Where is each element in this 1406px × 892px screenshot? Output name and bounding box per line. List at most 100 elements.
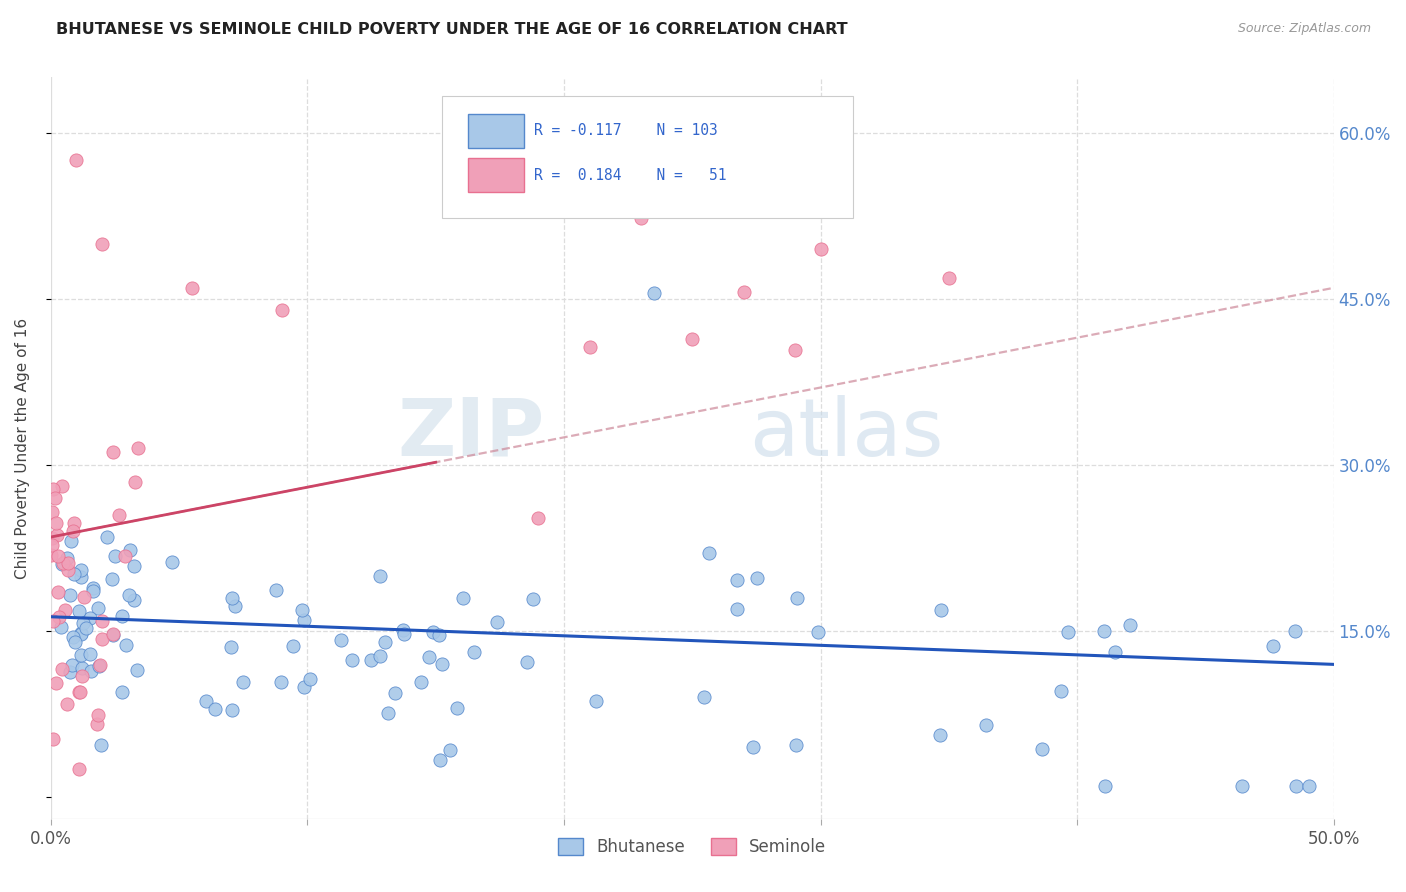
Point	[115, 639, 138, 653]
Point	[75, 621, 97, 635]
Point	[90, 738, 112, 752]
Point	[96, 531, 118, 545]
Point	[427, 628, 450, 642]
Point	[938, 271, 960, 285]
Point	[697, 546, 720, 560]
Point	[430, 657, 453, 672]
Point	[67, 762, 90, 776]
Point	[1284, 624, 1306, 638]
Point	[292, 613, 315, 627]
Point	[384, 686, 406, 700]
Point	[120, 543, 142, 558]
Point	[693, 690, 716, 704]
Point	[72, 616, 94, 631]
Point	[783, 343, 806, 357]
Point	[70, 648, 93, 662]
Point	[1285, 779, 1308, 793]
Point	[194, 694, 217, 708]
Point	[786, 591, 808, 605]
Point	[281, 640, 304, 654]
Point	[429, 753, 451, 767]
Point	[578, 340, 600, 354]
Point	[63, 516, 86, 530]
Text: R = -0.117    N = 103: R = -0.117 N = 103	[534, 123, 718, 138]
Point	[630, 211, 652, 226]
Point	[1031, 742, 1053, 756]
Point	[122, 558, 145, 573]
Point	[41, 531, 63, 545]
Point	[368, 649, 391, 664]
Point	[62, 630, 84, 644]
Point	[291, 603, 314, 617]
Point	[104, 549, 127, 563]
Point	[643, 286, 665, 301]
Point	[1057, 624, 1080, 639]
Point	[418, 650, 440, 665]
Point	[59, 534, 82, 549]
Point	[48, 610, 70, 624]
Point	[58, 665, 80, 679]
Point	[1094, 779, 1116, 793]
Point	[41, 537, 63, 551]
Point	[70, 669, 93, 683]
Point	[516, 655, 538, 669]
Point	[70, 626, 93, 640]
Point	[79, 647, 101, 661]
Point	[42, 614, 65, 628]
Point	[72, 660, 94, 674]
Point	[90, 632, 112, 646]
Point	[42, 482, 65, 496]
Point	[73, 590, 96, 604]
Text: atlas: atlas	[749, 394, 943, 473]
Point	[82, 584, 104, 599]
Point	[221, 703, 243, 717]
Point	[65, 635, 87, 649]
Point	[89, 658, 111, 673]
Point	[101, 444, 124, 458]
Text: Source: ZipAtlas.com: Source: ZipAtlas.com	[1237, 22, 1371, 36]
Point	[270, 675, 292, 690]
Point	[1298, 779, 1320, 793]
Point	[69, 570, 91, 584]
Point	[111, 608, 134, 623]
Point	[377, 706, 399, 720]
Point	[124, 592, 146, 607]
Point	[439, 743, 461, 757]
FancyBboxPatch shape	[468, 114, 524, 148]
Point	[360, 653, 382, 667]
Point	[79, 611, 101, 625]
Point	[114, 549, 136, 564]
Point	[1104, 645, 1126, 659]
Point	[270, 303, 292, 318]
Point	[1050, 683, 1073, 698]
Text: R =  0.184    N =   51: R = 0.184 N = 51	[534, 168, 727, 183]
Point	[681, 331, 703, 345]
Point	[221, 591, 243, 605]
Point	[80, 665, 103, 679]
Point	[44, 491, 66, 506]
Point	[91, 236, 114, 251]
Point	[108, 508, 131, 523]
Point	[55, 697, 77, 711]
Point	[56, 563, 79, 577]
Point	[422, 624, 444, 639]
Point	[63, 567, 86, 582]
Point	[41, 731, 63, 746]
Point	[928, 728, 950, 742]
Point	[70, 626, 93, 640]
Point	[733, 285, 755, 299]
Point	[91, 614, 114, 628]
Point	[51, 556, 73, 570]
Point	[451, 591, 474, 606]
Point	[56, 557, 79, 571]
Point	[1261, 640, 1284, 654]
Point	[264, 583, 287, 598]
Text: BHUTANESE VS SEMINOLE CHILD POVERTY UNDER THE AGE OF 16 CORRELATION CHART: BHUTANESE VS SEMINOLE CHILD POVERTY UNDE…	[56, 22, 848, 37]
Point	[56, 550, 79, 565]
Point	[82, 582, 104, 596]
Point	[67, 684, 90, 698]
Point	[45, 675, 67, 690]
Point	[51, 479, 73, 493]
Point	[219, 640, 242, 654]
Point	[59, 588, 82, 602]
